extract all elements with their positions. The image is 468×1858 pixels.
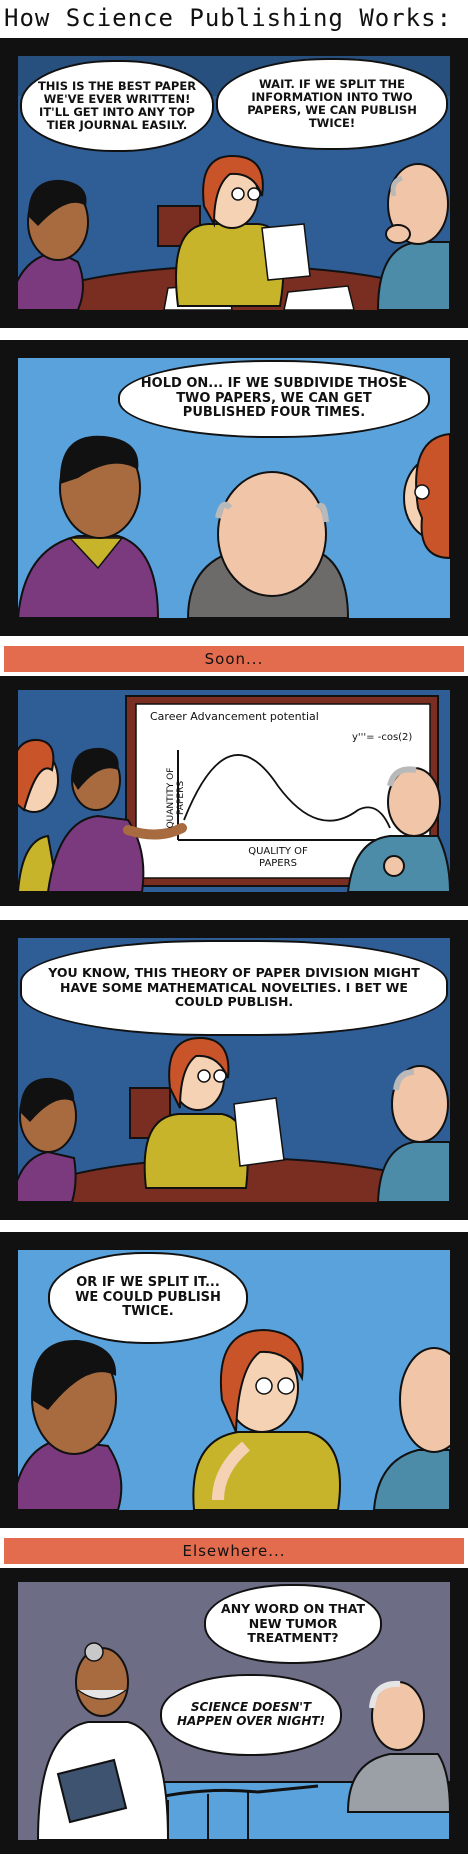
speech-bubble: Wait. If we split the information into t… [216,58,448,150]
panel-4-scene: You know, this theory of paper division … [18,938,450,1202]
panel-6-scene: Any word on that new tumor treatment? Sc… [18,1582,450,1840]
speech-bubble: Science doesn't happen over night! [160,1674,342,1756]
panel-1-scene: This is the best paper we've ever writte… [18,56,450,310]
speech-bubble: Or if we split it... We could publish tw… [48,1252,248,1344]
panel-3: Career Advancement potential y'''= -cos(… [0,676,468,906]
panel-6: Any word on that new tumor treatment? Sc… [0,1568,468,1854]
panel-5: Or if we split it... We could publish tw… [0,1232,468,1528]
speech-bubble: Hold on... If we subdivide those two pap… [118,360,430,438]
panel-2: Hold on... If we subdivide those two pap… [0,340,468,636]
chart-equation: y'''= -cos(2) [352,732,413,743]
speech-bubble: This is the best paper we've ever writte… [20,60,214,152]
comic-title: How Science Publishing Works: [4,4,453,32]
chart-title: Career Advancement potential [150,710,319,723]
panel-1: This is the best paper we've ever writte… [0,38,468,328]
panel-3-scene: Career Advancement potential y'''= -cos(… [18,690,450,892]
caption-elsewhere: Elsewhere... [4,1538,464,1564]
panel-2-scene: Hold on... If we subdivide those two pap… [18,358,450,618]
chart-xlabel: Quality of papers [248,846,308,869]
speech-bubble: You know, this theory of paper division … [20,940,448,1036]
panel-3-art [18,690,450,892]
panel-4: You know, this theory of paper division … [0,920,468,1220]
chart-ylabel: Quantity of papers [166,767,186,829]
caption-soon: Soon... [4,646,464,672]
speech-bubble: Any word on that new tumor treatment? [204,1584,382,1664]
panel-5-scene: Or if we split it... We could publish tw… [18,1250,450,1510]
